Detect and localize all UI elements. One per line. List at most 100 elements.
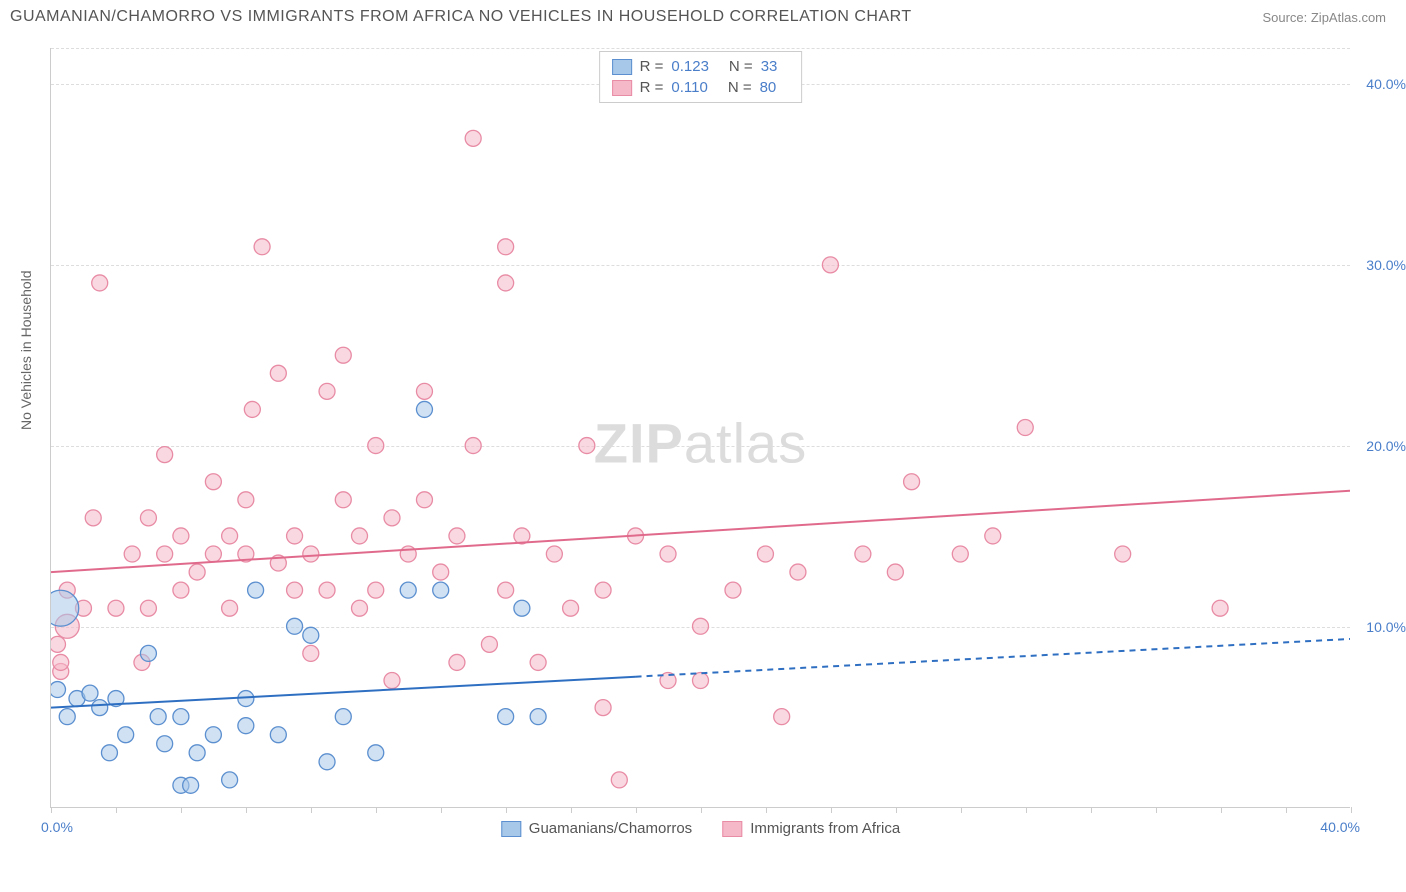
- data-point: [270, 727, 286, 743]
- data-point: [69, 691, 85, 707]
- data-point: [952, 546, 968, 562]
- x-tick-mark: [961, 807, 962, 813]
- data-point: [183, 777, 199, 793]
- data-point: [611, 772, 627, 788]
- data-point: [59, 582, 75, 598]
- data-point: [101, 745, 117, 761]
- y-tick-label: 20.0%: [1366, 438, 1406, 454]
- data-point: [628, 528, 644, 544]
- x-tick-mark: [311, 807, 312, 813]
- data-point: [352, 600, 368, 616]
- data-point: [205, 546, 221, 562]
- data-point: [498, 582, 514, 598]
- data-point: [222, 600, 238, 616]
- x-tick-mark: [441, 807, 442, 813]
- data-point: [465, 130, 481, 146]
- data-point: [595, 700, 611, 716]
- source-label: Source: ZipAtlas.com: [1262, 10, 1386, 25]
- data-point: [51, 590, 79, 626]
- data-point: [92, 700, 108, 716]
- data-point: [319, 754, 335, 770]
- x-tick-mark: [376, 807, 377, 813]
- x-tick-mark: [831, 807, 832, 813]
- legend-top-row: R =0.110N =80: [612, 77, 790, 98]
- data-point: [270, 365, 286, 381]
- data-point: [53, 663, 69, 679]
- trend-line: [51, 677, 636, 708]
- scatter-svg: [51, 48, 1350, 807]
- data-point: [238, 546, 254, 562]
- data-point: [157, 736, 173, 752]
- data-point: [51, 682, 65, 698]
- watermark: ZIPatlas: [594, 410, 807, 475]
- data-point: [498, 709, 514, 725]
- data-point: [563, 600, 579, 616]
- data-point: [774, 709, 790, 725]
- data-point: [134, 654, 150, 670]
- data-point: [514, 600, 530, 616]
- legend-bottom-item: Guamanians/Chamorros: [501, 820, 692, 837]
- data-point: [660, 546, 676, 562]
- data-point: [416, 492, 432, 508]
- data-point: [189, 745, 205, 761]
- data-point: [140, 645, 156, 661]
- data-point: [335, 709, 351, 725]
- data-point: [904, 474, 920, 490]
- data-point: [222, 528, 238, 544]
- x-tick-mark: [1286, 807, 1287, 813]
- x-axis-max-label: 40.0%: [1320, 819, 1360, 835]
- data-point: [449, 654, 465, 670]
- data-point: [287, 528, 303, 544]
- x-tick-mark: [181, 807, 182, 813]
- x-tick-mark: [766, 807, 767, 813]
- data-point: [855, 546, 871, 562]
- data-point: [514, 528, 530, 544]
- data-point: [384, 673, 400, 689]
- x-tick-mark: [896, 807, 897, 813]
- data-point: [140, 510, 156, 526]
- data-point: [173, 709, 189, 725]
- data-point: [238, 718, 254, 734]
- data-point: [303, 546, 319, 562]
- legend-top-row: R =0.123N =33: [612, 56, 790, 77]
- data-point: [150, 709, 166, 725]
- data-point: [595, 582, 611, 598]
- legend-swatch: [501, 821, 521, 837]
- data-point: [53, 654, 69, 670]
- data-point: [205, 474, 221, 490]
- chart-area: ZIPatlas 10.0%20.0%30.0%40.0% R =0.123N …: [50, 48, 1350, 808]
- x-tick-mark: [1156, 807, 1157, 813]
- legend-swatch: [722, 821, 742, 837]
- data-point: [498, 239, 514, 255]
- data-point: [1115, 546, 1131, 562]
- data-point: [157, 447, 173, 463]
- data-point: [368, 745, 384, 761]
- data-point: [319, 582, 335, 598]
- x-tick-mark: [51, 807, 52, 813]
- data-point: [59, 709, 75, 725]
- data-point: [238, 691, 254, 707]
- data-point: [400, 582, 416, 598]
- data-point: [319, 383, 335, 399]
- y-tick-label: 30.0%: [1366, 257, 1406, 273]
- legend-bottom: Guamanians/ChamorrosImmigrants from Afri…: [501, 820, 900, 837]
- data-point: [660, 673, 676, 689]
- data-point: [546, 546, 562, 562]
- y-axis-label: No Vehicles in Household: [18, 270, 34, 430]
- data-point: [757, 546, 773, 562]
- data-point: [92, 275, 108, 291]
- data-point: [157, 546, 173, 562]
- x-tick-mark: [571, 807, 572, 813]
- data-point: [693, 673, 709, 689]
- data-point: [481, 636, 497, 652]
- legend-swatch: [612, 80, 632, 96]
- data-point: [384, 510, 400, 526]
- trend-line: [636, 639, 1350, 677]
- data-point: [51, 636, 65, 652]
- data-point: [140, 600, 156, 616]
- x-tick-mark: [116, 807, 117, 813]
- data-point: [530, 654, 546, 670]
- data-point: [248, 582, 264, 598]
- gridline: [51, 265, 1350, 266]
- data-point: [335, 347, 351, 363]
